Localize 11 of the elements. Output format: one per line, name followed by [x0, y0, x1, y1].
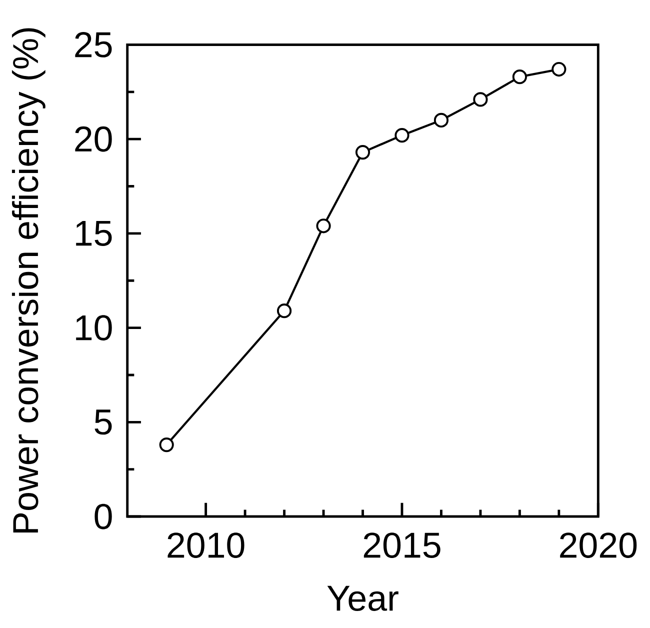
y-tick-label: 5 [94, 409, 112, 434]
x-tick-label: 2020 [560, 532, 637, 558]
x-tick-label: 2010 [168, 532, 244, 558]
y-tick-label: 0 [94, 504, 112, 530]
y-tick-label: 15 [76, 220, 112, 246]
y-tick-label: 25 [75, 32, 112, 58]
y-axis-title: Power conversion efficiency (%) [12, 28, 46, 532]
x-tick-label: 2015 [364, 532, 440, 558]
x-axis-title: Year [327, 586, 398, 611]
y-tick-label: 20 [75, 126, 112, 152]
y-tick-label: 10 [76, 314, 112, 340]
